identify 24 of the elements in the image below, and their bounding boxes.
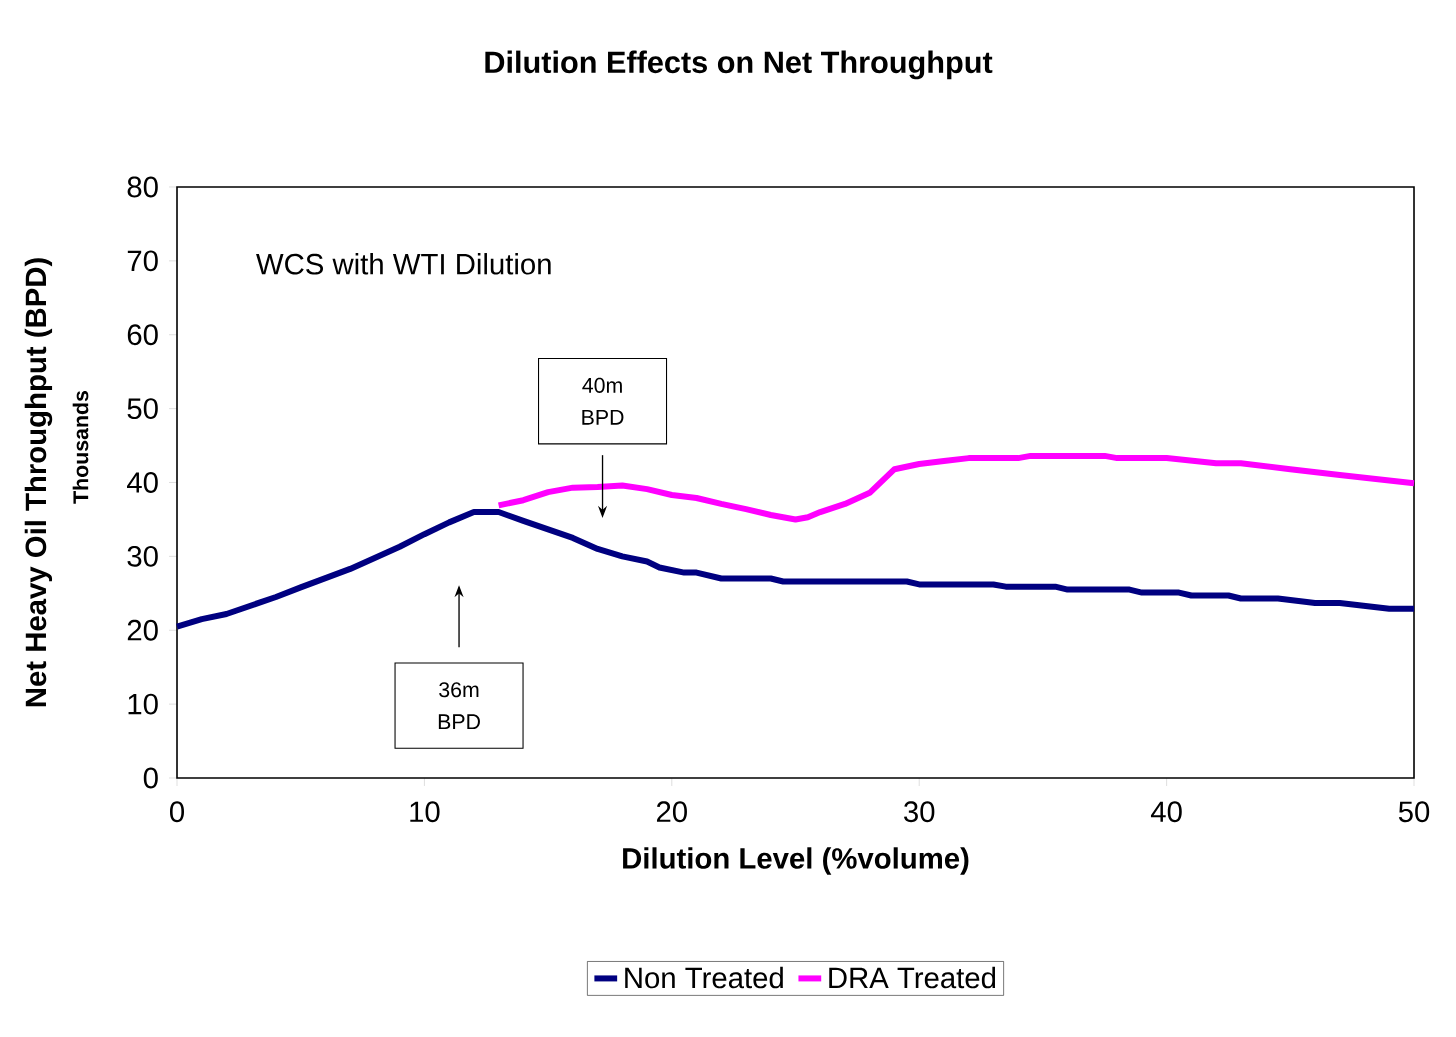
chart-title: Dilution Effects on Net Throughput [485,50,993,80]
y-tick-label: 0 [143,767,158,789]
x-tick-label: 0 [170,801,185,823]
annotation: WCS with WTI Dilution [256,253,551,275]
x-axis-title: Dilution Level (%volume) [623,847,969,875]
annotation: 40m BPD [582,377,624,425]
y-tick-label: 30 [127,545,158,567]
y-tick-label: 20 [127,619,158,641]
text: Thousands [72,391,89,504]
y-axis-title: Net Heavy Oil Throughput (BPD) [24,258,53,707]
y-tick-label: 70 [127,250,158,272]
legend-label: Non Treated [625,966,783,989]
x-tick-label: 50 [1398,801,1430,823]
x-tick-label: 10 [410,801,440,823]
y-tick-label: 40 [127,472,158,493]
legend-label: DRA Treated [829,966,996,989]
y-tick-label: 80 [127,176,158,198]
y-tick-label: 50 [127,398,158,419]
y-tick-label: 60 [127,324,158,346]
x-tick-label: 20 [656,801,687,823]
x-tick-label: 30 [904,801,935,823]
annotation: 36m BPD [438,682,480,730]
y-tick-label: 10 [128,693,158,715]
x-tick-label: 40 [1150,801,1182,823]
